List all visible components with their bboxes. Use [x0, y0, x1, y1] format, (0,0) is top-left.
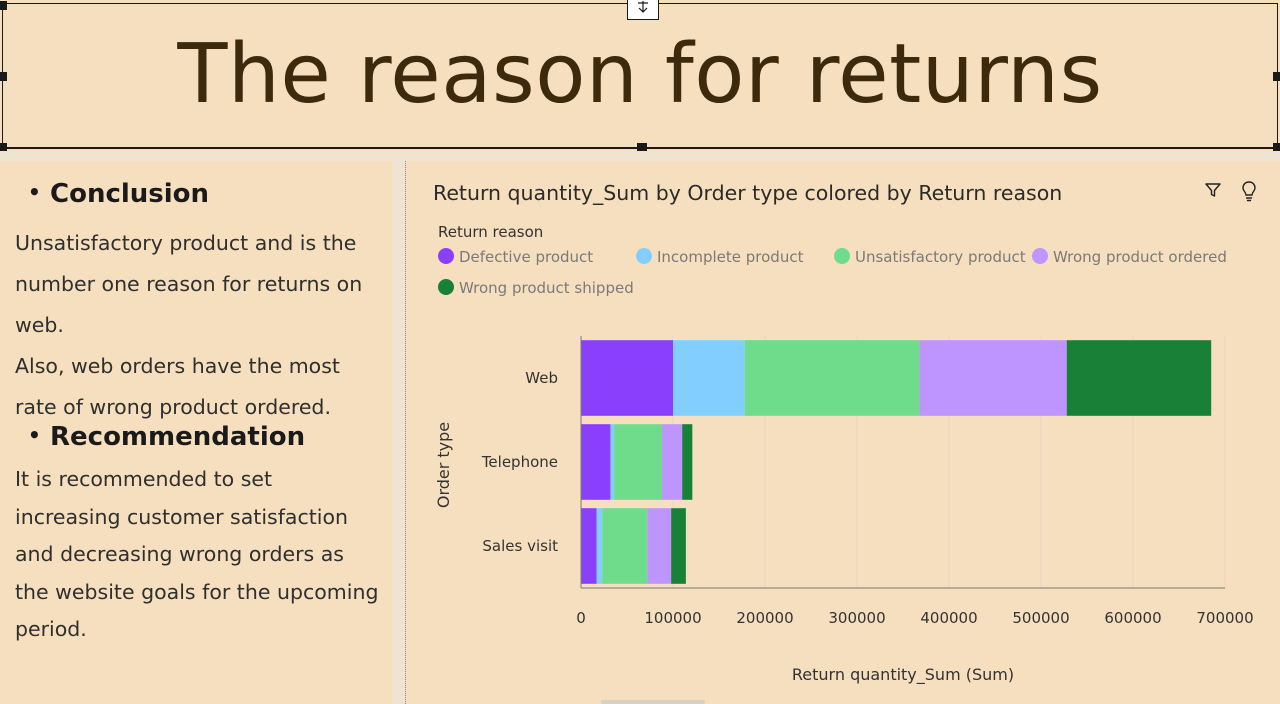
legend-item[interactable]: Wrong product shipped: [438, 279, 634, 297]
legend-label: Unsatisfactory product: [855, 248, 1026, 266]
move-handle[interactable]: [627, 0, 659, 20]
resize-handle[interactable]: [0, 143, 7, 152]
legend-item[interactable]: Defective product: [438, 248, 593, 266]
y-tick-label: Telephone: [481, 453, 558, 471]
bar-chart: Web Telephone Sales visit 0 100000 200000 3000…: [434, 336, 1254, 685]
x-tick-label: 300000: [828, 609, 885, 627]
text-line: and decreasing wrong orders as: [15, 542, 344, 566]
scroll-tab[interactable]: [601, 700, 705, 704]
conclusion-heading: • Conclusion: [28, 179, 209, 209]
recommendation-text: It is recommended to set increasing cust…: [15, 461, 385, 649]
legend-swatch: [438, 248, 454, 264]
bar-segment[interactable]: [919, 340, 1067, 416]
text-line: It is recommended to set: [15, 467, 273, 491]
x-tick-label: 400000: [920, 609, 977, 627]
y-axis-title: Order type: [434, 422, 453, 508]
legend-swatch: [1032, 248, 1048, 264]
legend-label: Defective product: [459, 248, 594, 266]
filter-icon[interactable]: [1204, 181, 1222, 203]
legend-item[interactable]: Unsatisfactory product: [834, 248, 1026, 266]
legend-label: Wrong product shipped: [459, 279, 634, 297]
panel-gutter: [392, 161, 406, 704]
text-line: period.: [15, 617, 87, 641]
resize-handle[interactable]: [1273, 143, 1280, 152]
y-tick-label: Web: [525, 369, 558, 387]
text-line: Also, web orders have the most: [15, 354, 340, 378]
bullet-icon: •: [28, 423, 41, 447]
move-icon: [638, 1, 648, 13]
title-banner[interactable]: The reason for returns: [0, 0, 1280, 152]
resize-handle[interactable]: [0, 72, 7, 81]
bar-segment[interactable]: [661, 424, 683, 500]
recommendation-heading: • Recommendation: [28, 422, 305, 452]
recommendation-heading-label: Recommendation: [50, 422, 306, 452]
x-tick-label: 200000: [736, 609, 793, 627]
bar-segment[interactable]: [581, 340, 673, 416]
legend-label: Incomplete product: [657, 248, 804, 266]
text-line: web.: [15, 313, 64, 337]
bar-segment[interactable]: [610, 424, 615, 500]
resize-handle[interactable]: [637, 143, 647, 152]
bar-segment[interactable]: [581, 508, 597, 584]
text-line: the website goals for the upcoming: [15, 579, 379, 604]
x-tick-label: 700000: [1196, 609, 1253, 627]
legend-label: Wrong product ordered: [1053, 248, 1227, 266]
x-axis-title: Return quantity_Sum (Sum): [792, 665, 1014, 685]
bar-segment[interactable]: [602, 508, 648, 584]
bar-segment[interactable]: [1066, 340, 1212, 416]
resize-handle[interactable]: [1273, 72, 1280, 81]
bar-segment[interactable]: [647, 508, 672, 584]
text-line: increasing customer satisfaction: [15, 504, 349, 529]
resize-handle[interactable]: [0, 1, 7, 10]
x-tick-label: 600000: [1104, 609, 1161, 627]
bullet-icon: •: [28, 180, 41, 204]
text-panel: • Conclusion Unsatisfactory product and i…: [0, 161, 392, 704]
bar-segment[interactable]: [682, 424, 693, 500]
divider-strip: [0, 151, 1280, 161]
bar-segment[interactable]: [673, 340, 745, 416]
conclusion-heading-label: Conclusion: [50, 179, 210, 209]
page-title: The reason for returns: [177, 27, 1103, 122]
text-line: Unsatisfactory product and is the: [15, 231, 357, 255]
x-tick-label: 500000: [1012, 609, 1069, 627]
bar-segment[interactable]: [581, 424, 611, 500]
conclusion-text: Unsatisfactory product and is the number…: [15, 223, 385, 428]
x-tick-label: 100000: [644, 609, 701, 627]
x-tick-label: 0: [576, 609, 586, 627]
chart-panel[interactable]: Return quantity_Sum by Order type colore…: [407, 161, 1280, 704]
bar-segment[interactable]: [671, 508, 686, 584]
y-tick-label: Sales visit: [482, 537, 558, 555]
bar-segment[interactable]: [614, 424, 662, 500]
legend-title: Return reason: [438, 223, 544, 241]
legend-item[interactable]: Incomplete product: [636, 248, 803, 266]
legend-swatch: [636, 248, 652, 264]
lightbulb-icon[interactable]: [1240, 180, 1258, 206]
legend-swatch: [438, 279, 454, 295]
bar-segment[interactable]: [744, 340, 920, 416]
bar-segment[interactable]: [596, 508, 603, 584]
legend-item[interactable]: Wrong product ordered: [1032, 248, 1227, 266]
text-line: rate of wrong product ordered.: [15, 395, 331, 419]
chart-title: Return quantity_Sum by Order type colore…: [433, 181, 1063, 205]
legend-swatch: [834, 248, 850, 264]
text-line: number one reason for returns on: [15, 272, 363, 296]
